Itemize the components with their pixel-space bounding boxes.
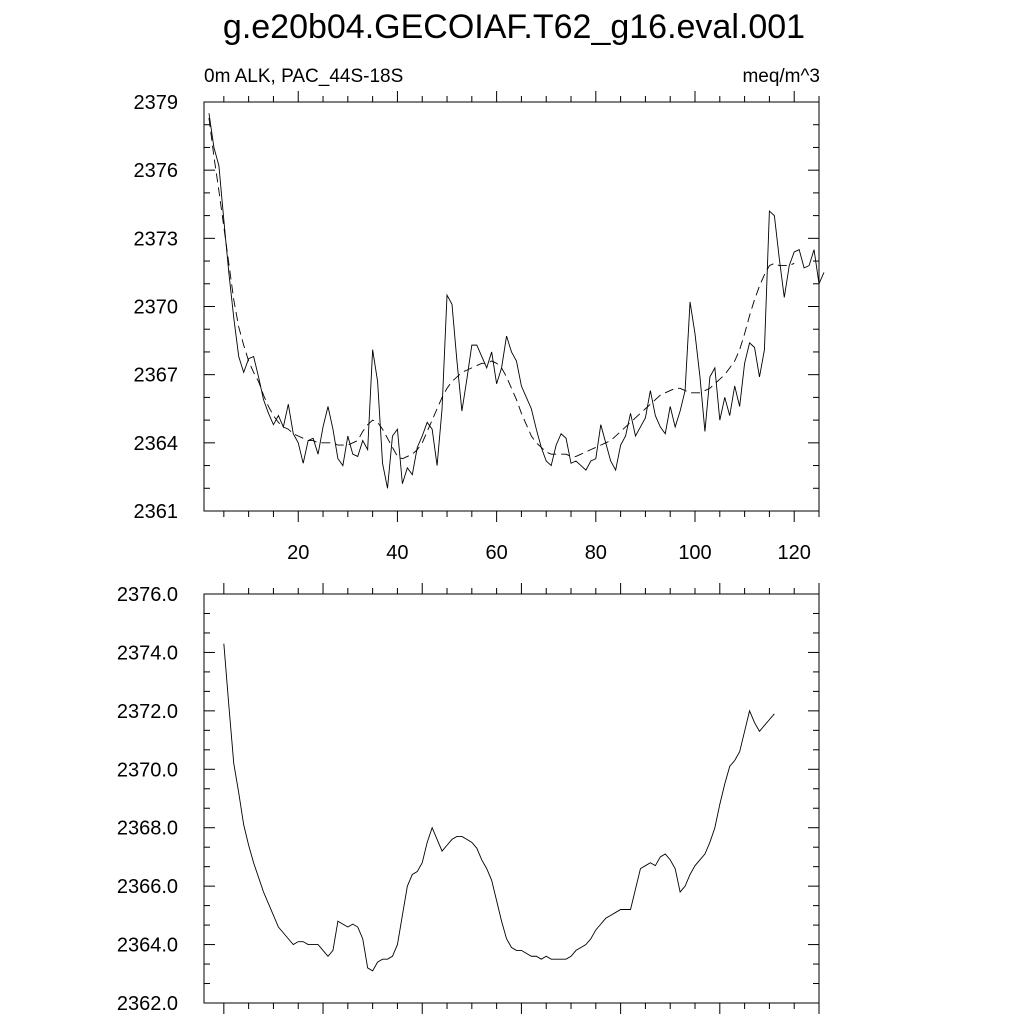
bottom-panel-frame (203, 593, 820, 1004)
y-tick-label: 2370 (134, 297, 179, 319)
x-tick-label: 80 (585, 542, 607, 564)
y-tick-label: 2368.0 (117, 818, 178, 840)
y-tick-label: 2370.0 (117, 759, 178, 781)
y-tick-label: 2366.0 (117, 876, 178, 898)
top-panel-left-label: 0m ALK, PAC_44S-18S (204, 66, 403, 87)
y-tick-label: 2364.0 (117, 935, 178, 957)
y-tick-label: 2367 (134, 365, 179, 387)
y-tick-label: 2379 (134, 92, 179, 114)
y-tick-label: 2361 (134, 501, 179, 523)
y-tick-label: 2373 (134, 228, 179, 250)
x-tick-label: 60 (485, 542, 507, 564)
y-tick-label: 2364 (134, 433, 179, 455)
top-panel-units-label: meq/m^3 (742, 66, 820, 87)
series-line-top-dashed (208, 117, 795, 460)
y-tick-label: 2372.0 (117, 701, 178, 723)
y-tick-label: 2376.0 (117, 584, 178, 606)
y-tick-label: 2376 (134, 160, 179, 182)
x-tick-label: 120 (778, 542, 811, 564)
y-tick-label: 2374.0 (117, 642, 178, 664)
series-line-bottom-solid (223, 643, 775, 972)
chart-title: g.e20b04.GECOIAF.T62_g16.eval.001 (223, 8, 805, 46)
y-tick-label: 2362.0 (117, 993, 178, 1015)
bottom-panel: 2362.0 2364.0 2366.0 2368.0 2370.0 2372.0 2374… (117, 583, 820, 1015)
x-tick-label: 20 (287, 542, 309, 564)
series-line-top-solid (208, 113, 825, 489)
top-panel-frame (203, 101, 820, 512)
x-tick-label: 40 (386, 542, 408, 564)
x-tick-label: 100 (678, 542, 711, 564)
top-panel: 2361 2364 2367 2370 2373 2376 2379 20 40 60 80 100 1… (134, 91, 825, 564)
